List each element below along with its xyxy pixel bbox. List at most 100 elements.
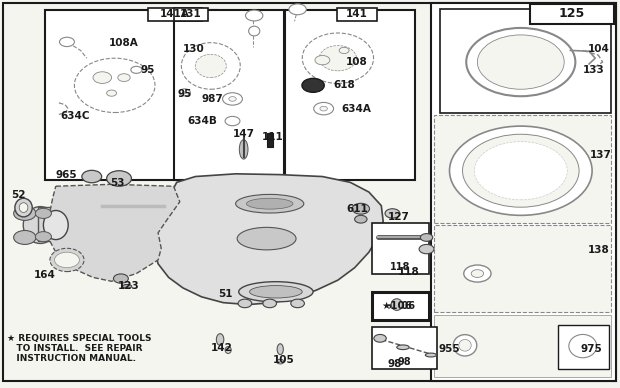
Text: 118: 118: [398, 267, 420, 277]
Ellipse shape: [15, 198, 32, 217]
Bar: [174, 10, 284, 180]
Ellipse shape: [216, 334, 224, 345]
Circle shape: [55, 252, 79, 268]
Text: 125: 125: [559, 7, 585, 21]
Bar: [434, 315, 611, 377]
Circle shape: [35, 208, 51, 218]
Text: 634C: 634C: [61, 111, 91, 121]
Circle shape: [471, 270, 484, 277]
Bar: [285, 10, 415, 180]
Text: 975: 975: [580, 344, 602, 354]
Bar: [434, 115, 611, 223]
Circle shape: [246, 10, 263, 21]
Text: 108: 108: [346, 57, 368, 67]
Circle shape: [291, 299, 304, 308]
Ellipse shape: [237, 227, 296, 250]
Ellipse shape: [569, 334, 596, 358]
Text: 164: 164: [34, 270, 56, 281]
Bar: [558, 325, 609, 369]
Bar: [372, 292, 429, 320]
Bar: [267, 133, 273, 147]
Circle shape: [131, 66, 142, 73]
Ellipse shape: [239, 282, 313, 302]
Text: 53: 53: [110, 178, 125, 188]
Circle shape: [314, 102, 334, 115]
Text: 95: 95: [178, 89, 192, 99]
Ellipse shape: [239, 140, 248, 159]
Polygon shape: [154, 174, 383, 305]
Text: 137: 137: [590, 150, 612, 160]
Text: 98: 98: [388, 359, 402, 369]
Circle shape: [60, 37, 74, 47]
Ellipse shape: [319, 45, 356, 71]
Ellipse shape: [19, 203, 28, 212]
Text: 51: 51: [218, 289, 232, 299]
Ellipse shape: [450, 126, 592, 215]
Circle shape: [339, 47, 349, 54]
Circle shape: [35, 232, 51, 242]
Bar: [530, 4, 614, 24]
Text: 141A: 141A: [160, 9, 190, 19]
Ellipse shape: [459, 340, 471, 351]
Circle shape: [113, 274, 128, 283]
Ellipse shape: [195, 54, 226, 78]
Ellipse shape: [277, 344, 283, 355]
Text: ★106: ★106: [386, 301, 415, 311]
Text: 118: 118: [391, 262, 410, 272]
Text: 111: 111: [262, 132, 283, 142]
Circle shape: [93, 72, 112, 83]
Text: 142: 142: [211, 343, 232, 353]
Text: 123: 123: [118, 281, 140, 291]
Ellipse shape: [122, 284, 131, 288]
Text: 105: 105: [273, 355, 294, 365]
Circle shape: [355, 215, 367, 223]
Ellipse shape: [43, 210, 68, 240]
Bar: [38, 207, 97, 241]
Circle shape: [179, 89, 190, 96]
Circle shape: [118, 74, 130, 81]
Bar: [337, 8, 377, 21]
Text: 611: 611: [346, 204, 368, 214]
Circle shape: [385, 209, 400, 218]
Bar: [174, 8, 208, 21]
Text: 133: 133: [583, 65, 604, 75]
Ellipse shape: [453, 334, 477, 356]
Circle shape: [289, 4, 306, 15]
Polygon shape: [46, 184, 180, 281]
Text: 127: 127: [388, 211, 409, 222]
Text: ★106: ★106: [381, 301, 412, 311]
Ellipse shape: [249, 26, 260, 36]
Bar: [148, 8, 202, 21]
Circle shape: [302, 78, 324, 92]
Text: 138: 138: [588, 245, 609, 255]
Circle shape: [374, 334, 386, 342]
Text: 965: 965: [56, 170, 78, 180]
Circle shape: [320, 106, 327, 111]
Ellipse shape: [182, 43, 241, 89]
Bar: [372, 223, 429, 274]
Text: 987: 987: [202, 94, 223, 104]
Ellipse shape: [397, 345, 409, 350]
Text: 147: 147: [233, 129, 255, 139]
Circle shape: [107, 171, 131, 186]
Bar: [434, 225, 611, 312]
Ellipse shape: [50, 248, 84, 272]
Bar: [45, 10, 217, 180]
Ellipse shape: [303, 33, 373, 83]
Ellipse shape: [425, 353, 436, 357]
Circle shape: [238, 299, 252, 308]
Bar: [431, 3, 616, 381]
Text: 634A: 634A: [341, 104, 371, 114]
Ellipse shape: [74, 58, 155, 113]
Ellipse shape: [225, 346, 231, 353]
Ellipse shape: [24, 206, 58, 244]
Bar: [440, 9, 611, 113]
Circle shape: [229, 97, 236, 101]
Circle shape: [223, 93, 242, 105]
Ellipse shape: [463, 134, 579, 207]
Circle shape: [225, 116, 240, 126]
Circle shape: [464, 265, 491, 282]
Text: 130: 130: [183, 43, 205, 54]
Circle shape: [263, 299, 277, 308]
Text: 141: 141: [346, 9, 368, 19]
